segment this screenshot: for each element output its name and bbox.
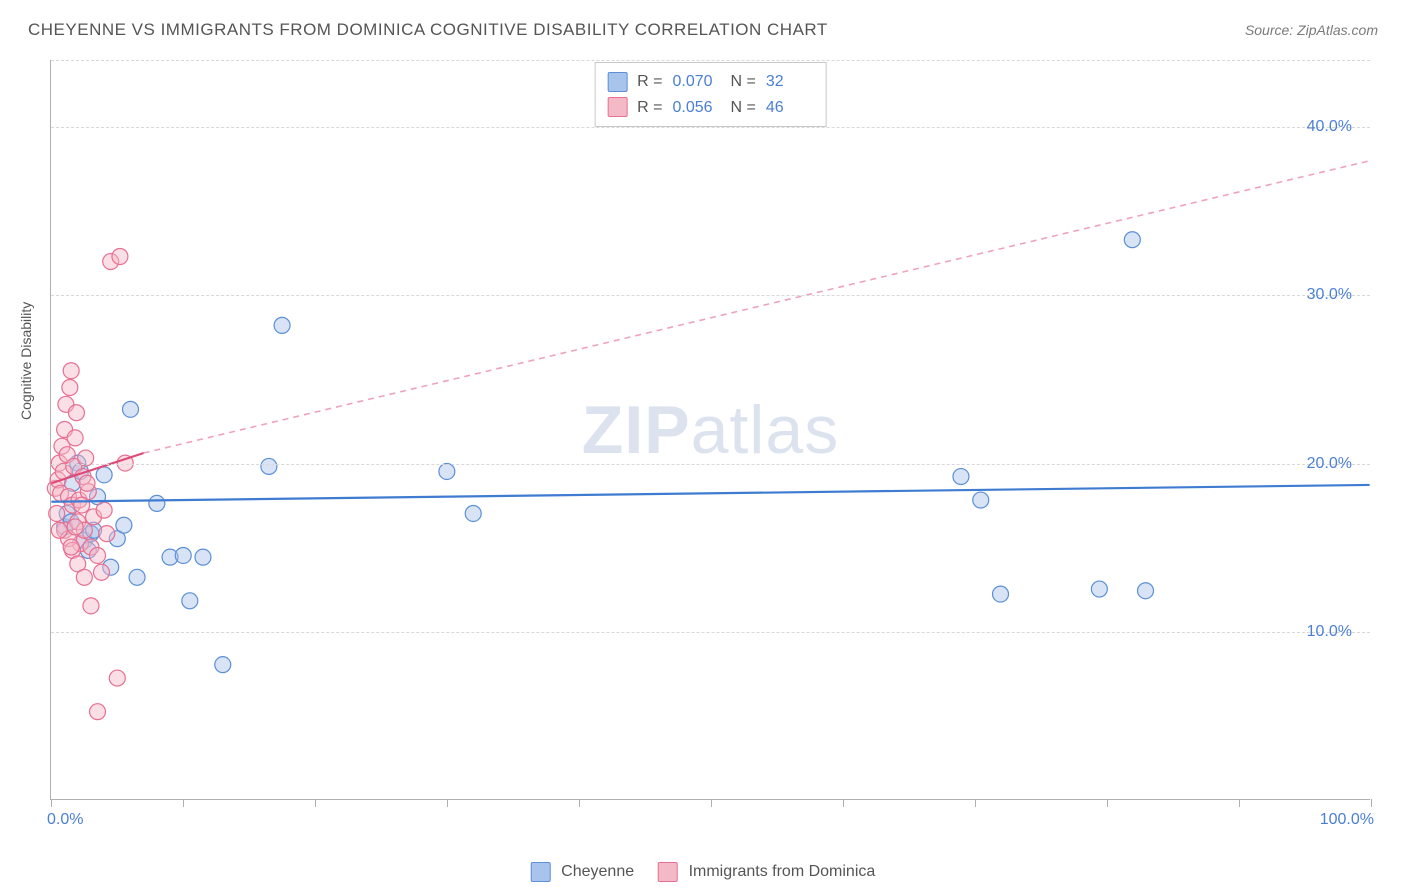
legend-item-cheyenne: Cheyenne xyxy=(531,862,634,882)
data-point-cheyenne xyxy=(465,505,481,521)
data-point-dominica xyxy=(112,249,128,265)
gridline xyxy=(51,60,1370,61)
y-axis-label: Cognitive Disability xyxy=(18,302,34,420)
y-tick-label: 20.0% xyxy=(1307,455,1352,473)
data-point-cheyenne xyxy=(993,586,1009,602)
x-tick-label: 0.0% xyxy=(47,811,83,829)
data-point-dominica xyxy=(51,522,67,538)
x-tick xyxy=(975,799,976,807)
data-point-dominica xyxy=(90,547,106,563)
source-attribution: Source: ZipAtlas.com xyxy=(1245,22,1378,38)
series-legend: Cheyenne Immigrants from Dominica xyxy=(531,862,876,882)
x-tick-label: 100.0% xyxy=(1320,811,1374,829)
data-point-dominica xyxy=(67,430,83,446)
data-point-dominica xyxy=(68,405,84,421)
data-point-cheyenne xyxy=(439,463,455,479)
x-tick xyxy=(843,799,844,807)
gridline xyxy=(51,464,1370,465)
data-point-dominica xyxy=(93,564,109,580)
legend-item-dominica: Immigrants from Dominica xyxy=(658,862,875,882)
x-tick xyxy=(315,799,316,807)
y-tick-label: 40.0% xyxy=(1307,118,1352,136)
data-point-cheyenne xyxy=(149,495,165,511)
data-point-cheyenne xyxy=(175,547,191,563)
data-point-cheyenne xyxy=(116,517,132,533)
data-point-dominica xyxy=(62,380,78,396)
data-point-dominica xyxy=(79,475,95,491)
swatch-dominica xyxy=(658,862,678,882)
data-point-cheyenne xyxy=(215,657,231,673)
data-point-dominica xyxy=(63,363,79,379)
x-tick xyxy=(447,799,448,807)
scatter-svg xyxy=(51,60,1370,799)
data-point-cheyenne xyxy=(261,458,277,474)
x-tick xyxy=(1239,799,1240,807)
x-tick xyxy=(183,799,184,807)
data-point-dominica xyxy=(74,497,90,513)
x-tick xyxy=(51,799,52,807)
x-tick xyxy=(711,799,712,807)
data-point-dominica xyxy=(90,704,106,720)
data-point-cheyenne xyxy=(953,469,969,485)
data-point-cheyenne xyxy=(973,492,989,508)
data-point-dominica xyxy=(96,502,112,518)
data-point-cheyenne xyxy=(122,401,138,417)
data-point-dominica xyxy=(63,539,79,555)
page-title: CHEYENNE VS IMMIGRANTS FROM DOMINICA COG… xyxy=(28,20,828,40)
data-point-cheyenne xyxy=(1138,583,1154,599)
y-tick-label: 30.0% xyxy=(1307,286,1352,304)
gridline xyxy=(51,632,1370,633)
chart-plot-area: ZIPatlas R = 0.070 N = 32 R = 0.056 N = … xyxy=(50,60,1370,800)
x-tick xyxy=(1371,799,1372,807)
data-point-dominica xyxy=(83,598,99,614)
data-point-cheyenne xyxy=(96,467,112,483)
data-point-dominica xyxy=(109,670,125,686)
x-tick xyxy=(1107,799,1108,807)
swatch-cheyenne xyxy=(531,862,551,882)
data-point-dominica xyxy=(67,519,83,535)
data-point-cheyenne xyxy=(195,549,211,565)
data-point-cheyenne xyxy=(274,317,290,333)
gridline xyxy=(51,295,1370,296)
data-point-dominica xyxy=(76,569,92,585)
trendline-cheyenne xyxy=(51,485,1369,502)
data-point-cheyenne xyxy=(1091,581,1107,597)
data-point-cheyenne xyxy=(182,593,198,609)
data-point-cheyenne xyxy=(129,569,145,585)
gridline xyxy=(51,127,1370,128)
x-tick xyxy=(579,799,580,807)
y-tick-label: 10.0% xyxy=(1307,623,1352,641)
trendline-dominica-extrapolated xyxy=(144,161,1370,453)
data-point-dominica xyxy=(49,505,65,521)
data-point-dominica xyxy=(99,526,115,542)
data-point-cheyenne xyxy=(1124,232,1140,248)
